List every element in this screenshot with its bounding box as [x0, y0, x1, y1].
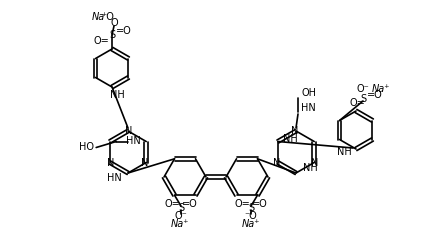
Text: O: O	[110, 18, 118, 28]
Text: O⁻: O⁻	[175, 211, 187, 221]
Text: =O: =O	[182, 199, 198, 209]
Text: =O: =O	[367, 90, 383, 100]
Text: Na⁺: Na⁺	[372, 84, 390, 94]
Text: NH: NH	[303, 163, 317, 173]
Text: O=: O=	[234, 199, 250, 209]
Text: =O: =O	[252, 199, 268, 209]
Text: S: S	[178, 203, 184, 213]
Text: HN: HN	[301, 103, 316, 113]
Text: S: S	[360, 94, 366, 104]
Text: NH: NH	[337, 147, 352, 157]
Text: N: N	[107, 158, 114, 168]
Text: ⁺O: ⁺O	[102, 12, 114, 22]
Text: S: S	[248, 203, 254, 213]
Text: O=: O=	[164, 199, 180, 209]
Text: N: N	[125, 126, 133, 136]
Text: HN: HN	[107, 173, 122, 183]
Text: Na⁺: Na⁺	[171, 219, 189, 229]
Text: S: S	[109, 30, 115, 40]
Text: O=: O=	[349, 98, 365, 108]
Text: Na: Na	[92, 12, 105, 22]
Text: =O: =O	[116, 26, 132, 36]
Text: ⁻O: ⁻O	[245, 211, 257, 221]
Text: Na⁺: Na⁺	[242, 219, 260, 229]
Text: O⁻: O⁻	[357, 84, 369, 94]
Text: NH: NH	[284, 135, 298, 144]
Text: HO: HO	[78, 142, 94, 152]
Text: O=: O=	[93, 36, 109, 46]
Text: HN: HN	[126, 137, 141, 146]
Text: N: N	[273, 158, 281, 168]
Text: OH: OH	[301, 88, 316, 98]
Text: N: N	[311, 158, 319, 168]
Text: N: N	[291, 126, 299, 136]
Text: N: N	[141, 158, 149, 168]
Text: NH: NH	[110, 90, 124, 100]
